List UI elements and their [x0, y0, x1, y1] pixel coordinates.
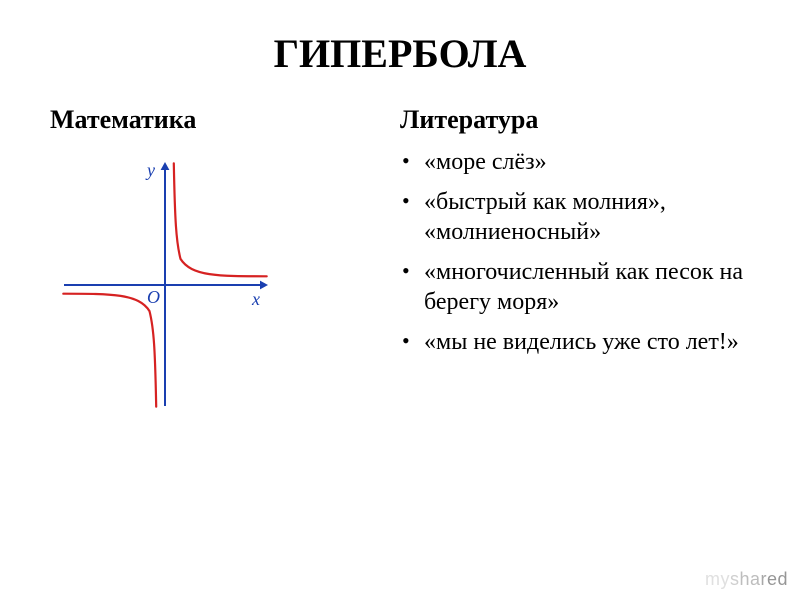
svg-text:x: x [251, 289, 260, 309]
right-column: Литература «море слёз» «быстрый как молн… [400, 105, 750, 415]
left-column: Математика y x O [50, 105, 380, 415]
svg-text:y: y [145, 160, 155, 180]
slide-title: ГИПЕРБОЛА [50, 30, 750, 77]
math-heading: Математика [50, 105, 380, 135]
hyperbola-chart: y x O [60, 160, 380, 415]
svg-text:O: O [147, 287, 160, 307]
list-item: «мы не виделись уже сто лет!» [420, 327, 750, 357]
slide: ГИПЕРБОЛА Математика y x O Литература «мор… [0, 0, 800, 600]
literature-heading: Литература [400, 105, 750, 135]
watermark: myshared [705, 569, 788, 590]
literature-list: «море слёз» «быстрый как молния», «молни… [400, 147, 750, 357]
list-item: «быстрый как молния», «молниеносный» [420, 187, 750, 247]
list-item: «море слёз» [420, 147, 750, 177]
list-item: «многочисленный как песок на берегу моря… [420, 257, 750, 317]
two-column-layout: Математика y x O Литература «море слёз» «б… [50, 105, 750, 415]
hyperbola-svg: y x O [60, 160, 270, 410]
